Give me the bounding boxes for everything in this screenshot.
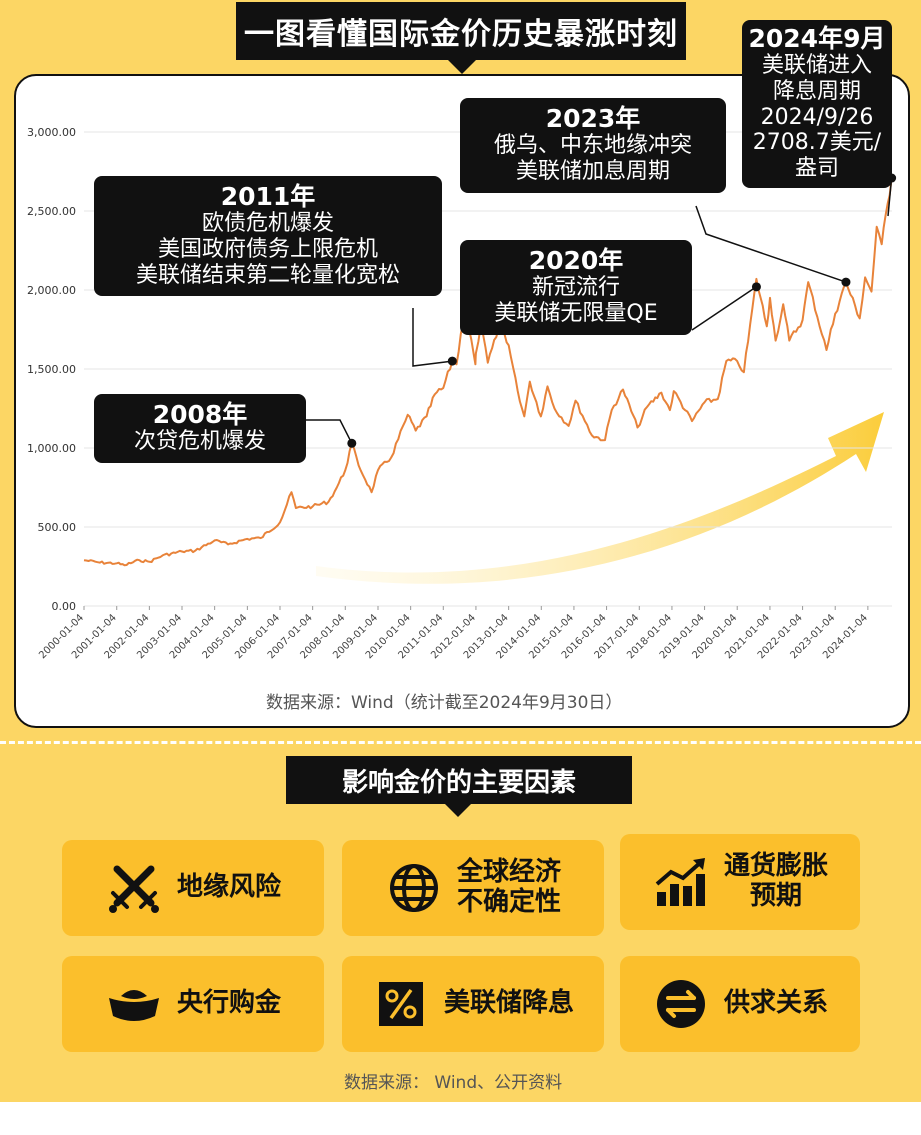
- callout-2024-line: 盎司: [794, 156, 839, 182]
- callout-2023-year: 2023年: [545, 104, 641, 133]
- callout-2008: 2008年 次贷危机爆发: [94, 394, 306, 463]
- callout-2024-year: 2024年9月: [748, 24, 886, 53]
- y-tick-label: 2,000.00: [27, 284, 76, 297]
- exchange-arrows-icon: [652, 975, 710, 1033]
- factor-card-global-economy: 全球经济 不确定性: [342, 840, 604, 936]
- chart-card: 0.00 500.00 1,000.00 1,500.00 2,000.00 2,500.…: [14, 20, 910, 728]
- factor-card-geopolitical: 地缘风险: [62, 840, 324, 936]
- factor-card-inflation: 通货膨胀 预期: [620, 834, 860, 930]
- callout-2011: 2011年 欧债危机爆发 美国政府债务上限危机 美联储结束第二轮量化宽松: [94, 176, 442, 297]
- gold-price-chart: 0.00 500.00 1,000.00 1,500.00 2,000.00 2,500.…: [27, 126, 897, 661]
- callout-2011-line: 美国政府债务上限危机: [157, 236, 378, 262]
- factor-card-fed-rate-cut: 美联储降息: [342, 956, 604, 1052]
- callout-2023: 2023年 俄乌、中东地缘冲突 美联储加息周期: [460, 98, 726, 193]
- y-tick-label: 1,500.00: [27, 363, 76, 376]
- y-tick-label: 500.00: [38, 521, 77, 534]
- y-tick-label: 2,500.00: [27, 205, 76, 218]
- callout-2008-line: 次贷危机爆发: [133, 429, 266, 455]
- chart-source: 数据来源：Wind（统计截至2024年9月30日）: [266, 693, 623, 713]
- callout-2011-line: 美联储结束第二轮量化宽松: [135, 262, 400, 288]
- rising-bar-chart-icon: [652, 853, 710, 911]
- highlight-point: [447, 356, 457, 366]
- factors-source: 数据来源： Wind、公开资料: [344, 1073, 563, 1093]
- factor-label: 通货膨胀 预期: [723, 851, 828, 911]
- callout-2024-line: 2024/9/26: [760, 104, 874, 130]
- callout-2024-line: 降息周期: [772, 78, 861, 104]
- callout-2023-line: 俄乌、中东地缘冲突: [493, 133, 692, 159]
- highlight-point: [347, 438, 357, 448]
- callout-2020: 2020年 新冠流行 美联储无限量QE: [460, 240, 692, 335]
- factor-label: 美联储降息: [443, 988, 574, 1019]
- globe-icon: [385, 859, 443, 917]
- callout-connector: [412, 308, 453, 367]
- callout-2024-line: 美联储进入: [761, 53, 872, 79]
- section-divider: [0, 741, 921, 744]
- highlight-point: [841, 277, 851, 287]
- callout-2020-line: 新冠流行: [531, 275, 620, 301]
- callout-2011-line: 欧债危机爆发: [201, 211, 334, 237]
- callout-connector: [306, 419, 353, 444]
- factor-card-supply-demand: 供求关系: [620, 956, 860, 1052]
- callout-2024-line: 2708.7美元/: [752, 130, 882, 156]
- callout-2023-line: 美联储加息周期: [515, 158, 670, 184]
- callout-2020-year: 2020年: [528, 246, 624, 275]
- gold-ingot-icon: [105, 975, 163, 1033]
- callout-2020-line: 美联储无限量QE: [494, 300, 658, 326]
- factors-title: 影响金价的主要因素: [286, 756, 632, 817]
- crossed-swords-icon: [105, 859, 163, 917]
- highlight-point: [751, 282, 761, 292]
- y-tick-label: 0.00: [52, 600, 77, 613]
- callout-connector: [691, 286, 757, 331]
- callout-connector: [695, 205, 847, 283]
- factor-card-central-bank: 央行购金: [62, 956, 324, 1052]
- callout-2008-year: 2008年: [152, 400, 248, 429]
- gold-price-line: [83, 177, 893, 567]
- factor-label: 全球经济 不确定性: [456, 857, 561, 917]
- y-tick-label: 3,000.00: [27, 126, 76, 139]
- callout-2024: 2024年9月 美联储进入 降息周期 2024/9/26 2708.7美元/ 盎…: [742, 20, 892, 188]
- factor-label: 地缘风险: [176, 872, 281, 903]
- trend-arrow-decoration: [316, 412, 884, 584]
- y-tick-label: 1,000.00: [27, 442, 76, 455]
- callout-2011-year: 2011年: [220, 182, 316, 211]
- page-title: 一图看懂国际金价历史暴涨时刻: [236, 2, 686, 74]
- factor-label: 供求关系: [723, 988, 828, 1019]
- percent-icon: [372, 975, 430, 1033]
- callout-connector: [887, 177, 893, 217]
- factor-label: 央行购金: [176, 988, 281, 1019]
